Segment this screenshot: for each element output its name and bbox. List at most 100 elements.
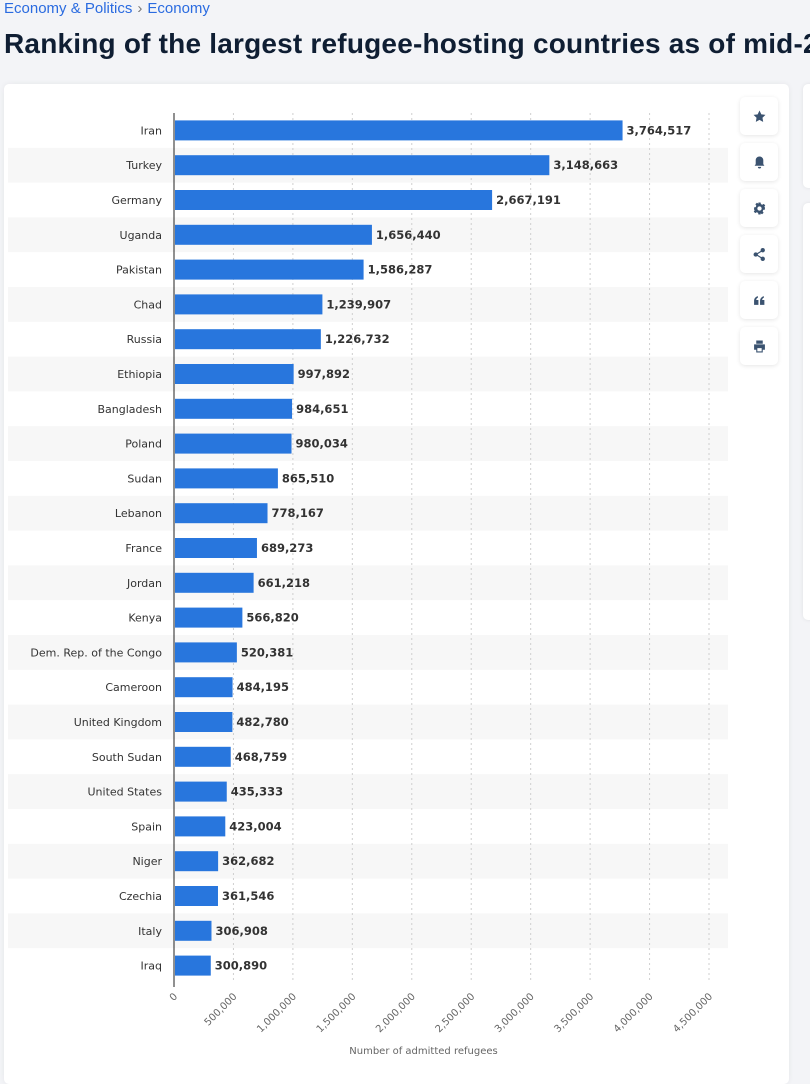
value-label: 3,148,663 — [553, 158, 618, 172]
category-label: Uganda — [120, 229, 162, 242]
row-stripe — [8, 704, 728, 740]
category-label: Iraq — [141, 960, 163, 973]
category-label: Kenya — [128, 612, 162, 625]
row-stripe — [8, 635, 728, 670]
category-label: Jordan — [126, 577, 162, 590]
category-label: Poland — [125, 438, 162, 451]
value-label: 468,759 — [235, 750, 287, 764]
bar — [175, 503, 268, 524]
category-label: United States — [88, 786, 163, 799]
category-label: Spain — [131, 820, 162, 833]
value-label: 361,546 — [222, 889, 274, 903]
bar — [175, 746, 231, 767]
bar — [175, 155, 550, 176]
row-stripe — [8, 495, 728, 531]
category-label: Pakistan — [116, 264, 162, 277]
cite-button[interactable] — [740, 281, 778, 319]
value-label: 1,656,440 — [376, 228, 441, 242]
value-label: 1,239,907 — [326, 297, 391, 311]
category-label: Russia — [127, 333, 162, 346]
value-label: 362,682 — [222, 854, 274, 868]
category-label: Germany — [111, 194, 162, 207]
bar — [175, 433, 292, 454]
bar — [175, 677, 233, 698]
quote-icon — [753, 295, 764, 305]
page-title: Ranking of the largest refugee-hosting c… — [4, 28, 810, 59]
category-label: Czechia — [119, 890, 162, 903]
value-label: 482,780 — [236, 715, 288, 729]
breadcrumb: Economy & Politics › Economy — [4, 0, 210, 17]
x-tick-label: 3,500,000 — [552, 991, 596, 1035]
bar — [175, 851, 219, 872]
bar — [175, 294, 323, 315]
x-axis-title: Number of admitted refugees — [349, 1046, 497, 1057]
value-label: 300,890 — [215, 959, 267, 973]
value-label: 778,167 — [272, 506, 324, 520]
x-tick-label: 1,500,000 — [315, 991, 359, 1035]
row-stripe — [8, 356, 728, 392]
bar — [175, 955, 211, 976]
breadcrumb-economy[interactable]: Economy — [147, 0, 210, 17]
row-stripe — [8, 565, 728, 601]
row-stripe — [8, 426, 728, 461]
share-button[interactable] — [740, 235, 778, 273]
bar — [175, 329, 321, 350]
value-label: 980,034 — [296, 437, 348, 451]
category-label: United Kingdom — [74, 716, 162, 729]
value-label: 484,195 — [237, 680, 289, 694]
category-label: Bangladesh — [98, 403, 163, 416]
bar — [175, 364, 294, 384]
print-button[interactable] — [740, 327, 778, 365]
category-label: Italy — [138, 925, 162, 938]
side-panel — [803, 203, 810, 620]
bar — [175, 920, 212, 941]
category-label: Lebanon — [115, 507, 162, 520]
category-label: Sudan — [127, 472, 162, 485]
value-label: 423,004 — [229, 819, 281, 833]
category-label: Iran — [141, 124, 163, 137]
row-stripe — [8, 287, 728, 322]
category-label: Turkey — [125, 159, 162, 172]
bar — [175, 468, 278, 489]
category-label: South Sudan — [92, 751, 162, 764]
bar — [175, 781, 227, 802]
bar — [175, 259, 364, 280]
row-stripe — [8, 774, 728, 809]
value-label: 435,333 — [231, 785, 283, 799]
value-label: 865,510 — [282, 471, 334, 485]
bar — [175, 398, 293, 419]
row-stripe — [8, 843, 728, 879]
favorite-button[interactable] — [740, 97, 778, 135]
bar — [175, 572, 254, 593]
breadcrumb-economy-politics[interactable]: Economy & Politics — [4, 0, 133, 17]
bar — [175, 642, 237, 663]
category-label: Cameroon — [105, 681, 162, 694]
x-tick-label: 2,500,000 — [434, 991, 478, 1035]
value-label: 566,820 — [246, 611, 298, 625]
x-tick-label: 1,000,000 — [255, 991, 299, 1035]
value-label: 661,218 — [258, 576, 310, 590]
star-icon — [753, 110, 765, 122]
notification-button[interactable] — [740, 143, 778, 181]
gear-icon — [753, 202, 765, 214]
print-icon — [753, 340, 765, 352]
share-icon — [753, 247, 765, 261]
settings-button[interactable] — [740, 189, 778, 227]
x-tick-label: 500,000 — [203, 991, 240, 1028]
category-label: Chad — [134, 298, 162, 311]
value-label: 2,667,191 — [496, 193, 561, 207]
bar — [175, 120, 623, 141]
x-tick-label: 4,500,000 — [671, 991, 715, 1035]
category-label: France — [125, 542, 162, 555]
value-label: 520,381 — [241, 645, 293, 659]
bar — [175, 190, 493, 210]
breadcrumb-separator: › — [137, 0, 143, 17]
value-label: 306,908 — [215, 924, 267, 938]
category-label: Dem. Rep. of the Congo — [30, 646, 162, 659]
side-panel — [803, 84, 810, 188]
category-label: Ethiopia — [117, 368, 162, 381]
bar — [175, 538, 257, 558]
bar — [175, 816, 226, 837]
bar — [175, 607, 243, 628]
